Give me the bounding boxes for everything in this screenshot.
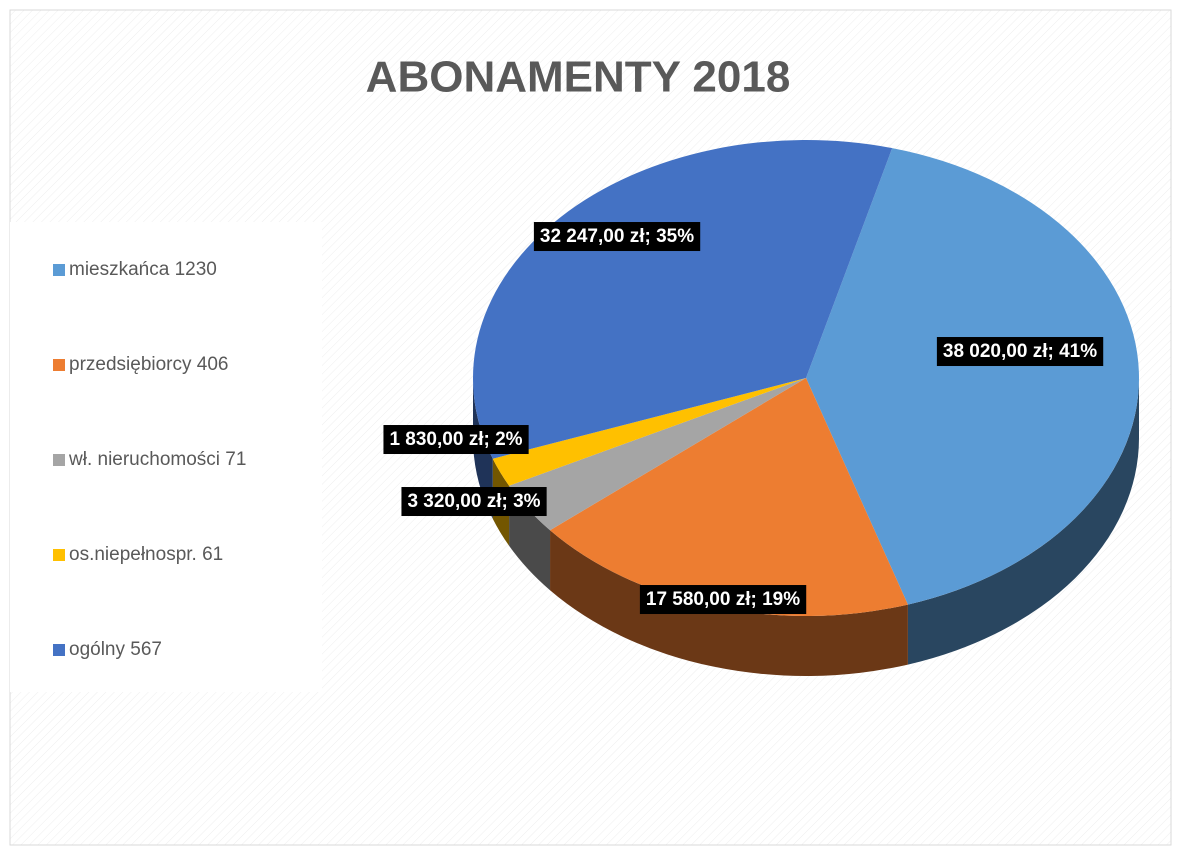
legend-label: wł. nieruchomości 71 (68, 449, 246, 470)
data-label: 38 020,00 zł; 41% (936, 337, 1104, 367)
data-label: 17 580,00 zł; 19% (639, 585, 807, 615)
slice-side (550, 530, 908, 676)
data-label-bg (936, 337, 1104, 367)
legend-swatch (53, 264, 65, 276)
legend-swatch (53, 549, 65, 561)
data-label-text: 38 020,00 zł; 41% (943, 341, 1097, 362)
legend-label: mieszkańca 1230 (69, 259, 217, 280)
data-label: 3 320,00 zł; 3% (401, 487, 547, 517)
slice (492, 378, 806, 486)
data-label-bg (533, 222, 701, 252)
legend-label: ogólny 567 (69, 639, 162, 660)
data-label-text: 1 830,00 zł; 2% (389, 429, 522, 450)
data-label-text: 17 580,00 zł; 19% (646, 589, 800, 610)
slice (509, 378, 806, 531)
data-label-bg (383, 425, 529, 455)
legend-label: przedsiębiorcy 406 (69, 354, 228, 375)
data-label-text: 32 247,00 zł; 35% (540, 226, 694, 247)
chart-title: ABONAMENTY 2018 (366, 53, 791, 102)
data-label: 1 830,00 zł; 2% (383, 425, 529, 455)
data-label-bg (639, 585, 807, 615)
legend-swatch (53, 644, 65, 656)
slice (806, 148, 1140, 605)
legend-swatch (53, 454, 65, 466)
legend-swatch (53, 359, 65, 371)
data-label-bg (401, 487, 547, 517)
legend-label: os.niepełnospr. 61 (69, 544, 223, 565)
slice-side (907, 378, 1139, 665)
data-label-text: 3 320,00 zł; 3% (407, 491, 540, 512)
data-label: 32 247,00 zł; 35% (533, 222, 701, 252)
slice (473, 139, 893, 459)
slice (550, 378, 908, 616)
